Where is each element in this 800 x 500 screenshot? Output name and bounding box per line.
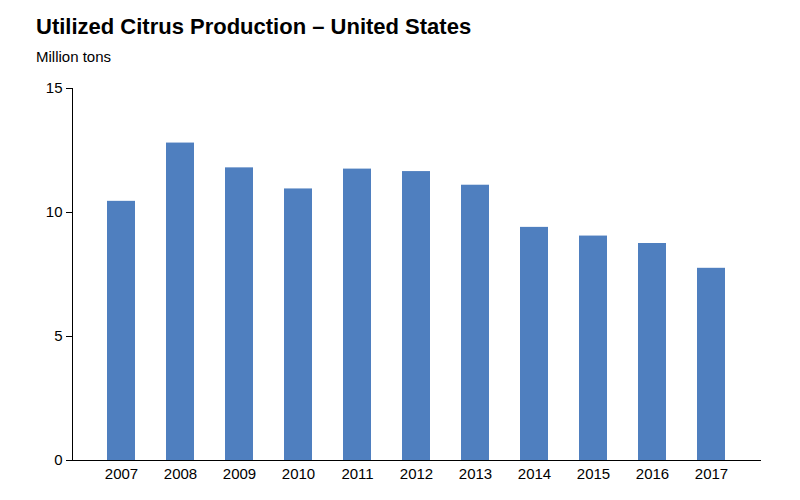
svg-text:2011: 2011	[341, 465, 373, 482]
svg-text:2012: 2012	[400, 465, 433, 482]
svg-text:10: 10	[46, 203, 63, 220]
svg-text:0: 0	[54, 451, 62, 468]
svg-text:2015: 2015	[577, 465, 610, 482]
svg-text:5: 5	[54, 327, 62, 344]
svg-text:2010: 2010	[282, 465, 315, 482]
svg-text:2013: 2013	[459, 465, 492, 482]
svg-text:2007: 2007	[105, 465, 138, 482]
svg-text:2009: 2009	[223, 465, 256, 482]
svg-text:2017: 2017	[695, 465, 728, 482]
html-text:Utilized Citrus Production – U: Utilized Citrus Production – United Stat…	[36, 14, 472, 39]
html-text:Million tons: Million tons	[36, 48, 111, 65]
svg-text:15: 15	[46, 79, 63, 96]
svg-text:2014: 2014	[518, 465, 551, 482]
svg-text:2008: 2008	[164, 465, 197, 482]
svg-text:2016: 2016	[636, 465, 669, 482]
